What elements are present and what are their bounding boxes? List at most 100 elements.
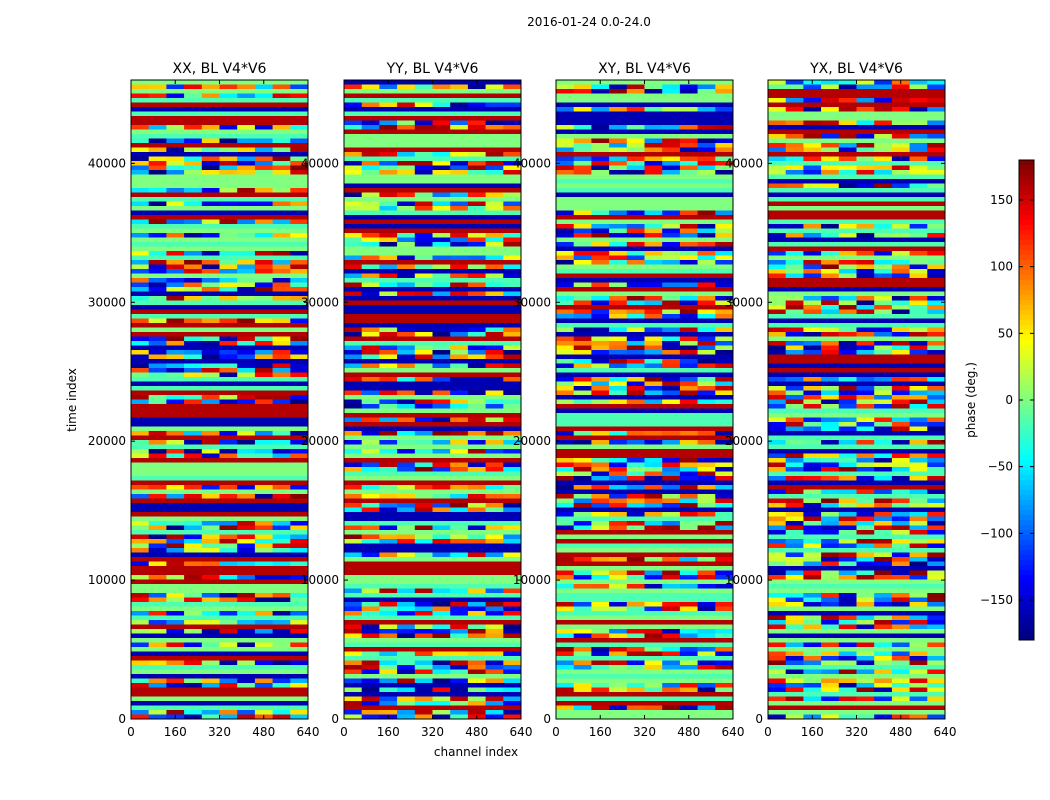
colorbar-segment bbox=[1019, 585, 1034, 591]
colorbar-segment bbox=[1019, 210, 1034, 216]
colorbar-segment bbox=[1019, 615, 1034, 621]
panel-2: YY, BL V4*V6 0 160 320 480 640 0 10000 20000 3000… bbox=[301, 61, 533, 739]
colorbar-segment bbox=[1019, 325, 1034, 331]
y-tick-label: 10000 bbox=[301, 573, 339, 587]
colorbar-segment bbox=[1019, 335, 1034, 341]
colorbar-segment bbox=[1019, 175, 1034, 181]
colorbar-segment bbox=[1019, 535, 1034, 541]
colorbar-segment bbox=[1019, 625, 1034, 631]
colorbar-segment bbox=[1019, 220, 1034, 226]
colorbar-segment bbox=[1019, 380, 1034, 386]
colorbar-segment bbox=[1019, 225, 1034, 231]
colorbar-segment bbox=[1019, 620, 1034, 626]
y-tick-label: 40000 bbox=[725, 156, 763, 170]
colorbar-segment bbox=[1019, 190, 1034, 196]
colorbar-segment bbox=[1019, 525, 1034, 531]
x-tick-label: 160 bbox=[589, 725, 612, 739]
colorbar-segment bbox=[1019, 470, 1034, 476]
colorbar-tick-label: 100 bbox=[990, 260, 1013, 274]
colorbar-segment bbox=[1019, 295, 1034, 301]
colorbar-segment bbox=[1019, 245, 1034, 251]
colorbar-segment bbox=[1019, 320, 1034, 326]
x-axis-label: channel index bbox=[434, 745, 518, 759]
colorbar-segment bbox=[1019, 595, 1034, 601]
y-tick-label: 20000 bbox=[725, 434, 763, 448]
colorbar-segment bbox=[1019, 355, 1034, 361]
colorbar-segment bbox=[1019, 390, 1034, 396]
colorbar-segment bbox=[1019, 560, 1034, 566]
colorbar-segment bbox=[1019, 200, 1034, 206]
y-tick-label: 40000 bbox=[88, 156, 126, 170]
colorbar-segment bbox=[1019, 610, 1034, 616]
colorbar-segment bbox=[1019, 360, 1034, 366]
colorbar-segment bbox=[1019, 250, 1034, 256]
colorbar-segment bbox=[1019, 530, 1034, 536]
phase-heatmap bbox=[556, 80, 734, 720]
colorbar-segment bbox=[1019, 300, 1034, 306]
colorbar-segment bbox=[1019, 195, 1034, 201]
colorbar-segment bbox=[1019, 540, 1034, 546]
colorbar-segment bbox=[1019, 345, 1034, 351]
colorbar-segment bbox=[1019, 510, 1034, 516]
colorbar-tick-label: −50 bbox=[988, 460, 1013, 474]
y-tick-label: 10000 bbox=[513, 573, 551, 587]
phase-heatmap bbox=[768, 80, 946, 720]
colorbar-segment bbox=[1019, 550, 1034, 556]
colorbar-segment bbox=[1019, 495, 1034, 501]
colorbar-segment bbox=[1019, 230, 1034, 236]
colorbar-segment bbox=[1019, 520, 1034, 526]
x-tick-label: 640 bbox=[722, 725, 745, 739]
colorbar-label: phase (deg.) bbox=[964, 362, 978, 438]
colorbar-segment bbox=[1019, 480, 1034, 486]
y-tick-label: 0 bbox=[331, 712, 339, 726]
figure-title: 2016-01-24 0.0-24.0 bbox=[527, 15, 651, 29]
colorbar-segment bbox=[1019, 515, 1034, 521]
x-tick-label: 640 bbox=[934, 725, 957, 739]
y-tick-label: 30000 bbox=[88, 295, 126, 309]
x-tick-label: 640 bbox=[510, 725, 533, 739]
y-tick-label: 20000 bbox=[88, 434, 126, 448]
colorbar-segment bbox=[1019, 180, 1034, 186]
y-tick-label: 30000 bbox=[301, 295, 339, 309]
colorbar-segment bbox=[1019, 375, 1034, 381]
colorbar-segment bbox=[1019, 285, 1034, 291]
colorbar-segment bbox=[1019, 460, 1034, 466]
x-tick-label: 160 bbox=[164, 725, 187, 739]
phase-heatmap bbox=[344, 80, 522, 720]
colorbar-segment bbox=[1019, 565, 1034, 571]
colorbar-segment bbox=[1019, 455, 1034, 461]
colorbar-segment bbox=[1019, 410, 1034, 416]
panel-title: XY, BL V4*V6 bbox=[598, 61, 691, 77]
y-axis-label: time index bbox=[65, 368, 79, 432]
colorbar-segment bbox=[1019, 215, 1034, 221]
x-tick-label: 320 bbox=[845, 725, 868, 739]
x-tick-label: 480 bbox=[465, 725, 488, 739]
colorbar-segment bbox=[1019, 265, 1034, 271]
colorbar-segment bbox=[1019, 235, 1034, 241]
colorbar-tick-label: −100 bbox=[980, 526, 1013, 540]
colorbar-tick-label: 150 bbox=[990, 193, 1013, 207]
colorbar-segment bbox=[1019, 370, 1034, 376]
colorbar-segment bbox=[1019, 405, 1034, 411]
x-tick-label: 160 bbox=[377, 725, 400, 739]
colorbar-segment bbox=[1019, 280, 1034, 286]
y-tick-label: 20000 bbox=[513, 434, 551, 448]
colorbar-segment bbox=[1019, 240, 1034, 246]
colorbar-segment bbox=[1019, 165, 1034, 171]
x-tick-label: 0 bbox=[552, 725, 560, 739]
x-tick-label: 640 bbox=[297, 725, 320, 739]
colorbar-segment bbox=[1019, 275, 1034, 281]
colorbar-segment bbox=[1019, 600, 1034, 606]
panel-4: YX, BL V4*V6 0 160 320 480 640 0 10000 20000 3000… bbox=[725, 61, 957, 739]
colorbar-segment bbox=[1019, 395, 1034, 401]
x-tick-label: 0 bbox=[764, 725, 772, 739]
panel-1: XX, BL V4*V6 0 160 320 480 640 0 10000 20000 3000… bbox=[88, 61, 320, 739]
panel-title: YX, BL V4*V6 bbox=[809, 61, 903, 77]
x-tick-label: 480 bbox=[889, 725, 912, 739]
colorbar-segment bbox=[1019, 590, 1034, 596]
colorbar-segment bbox=[1019, 465, 1034, 471]
colorbar-segment bbox=[1019, 340, 1034, 346]
colorbar-tick-label: −150 bbox=[980, 593, 1013, 607]
y-tick-label: 30000 bbox=[725, 295, 763, 309]
